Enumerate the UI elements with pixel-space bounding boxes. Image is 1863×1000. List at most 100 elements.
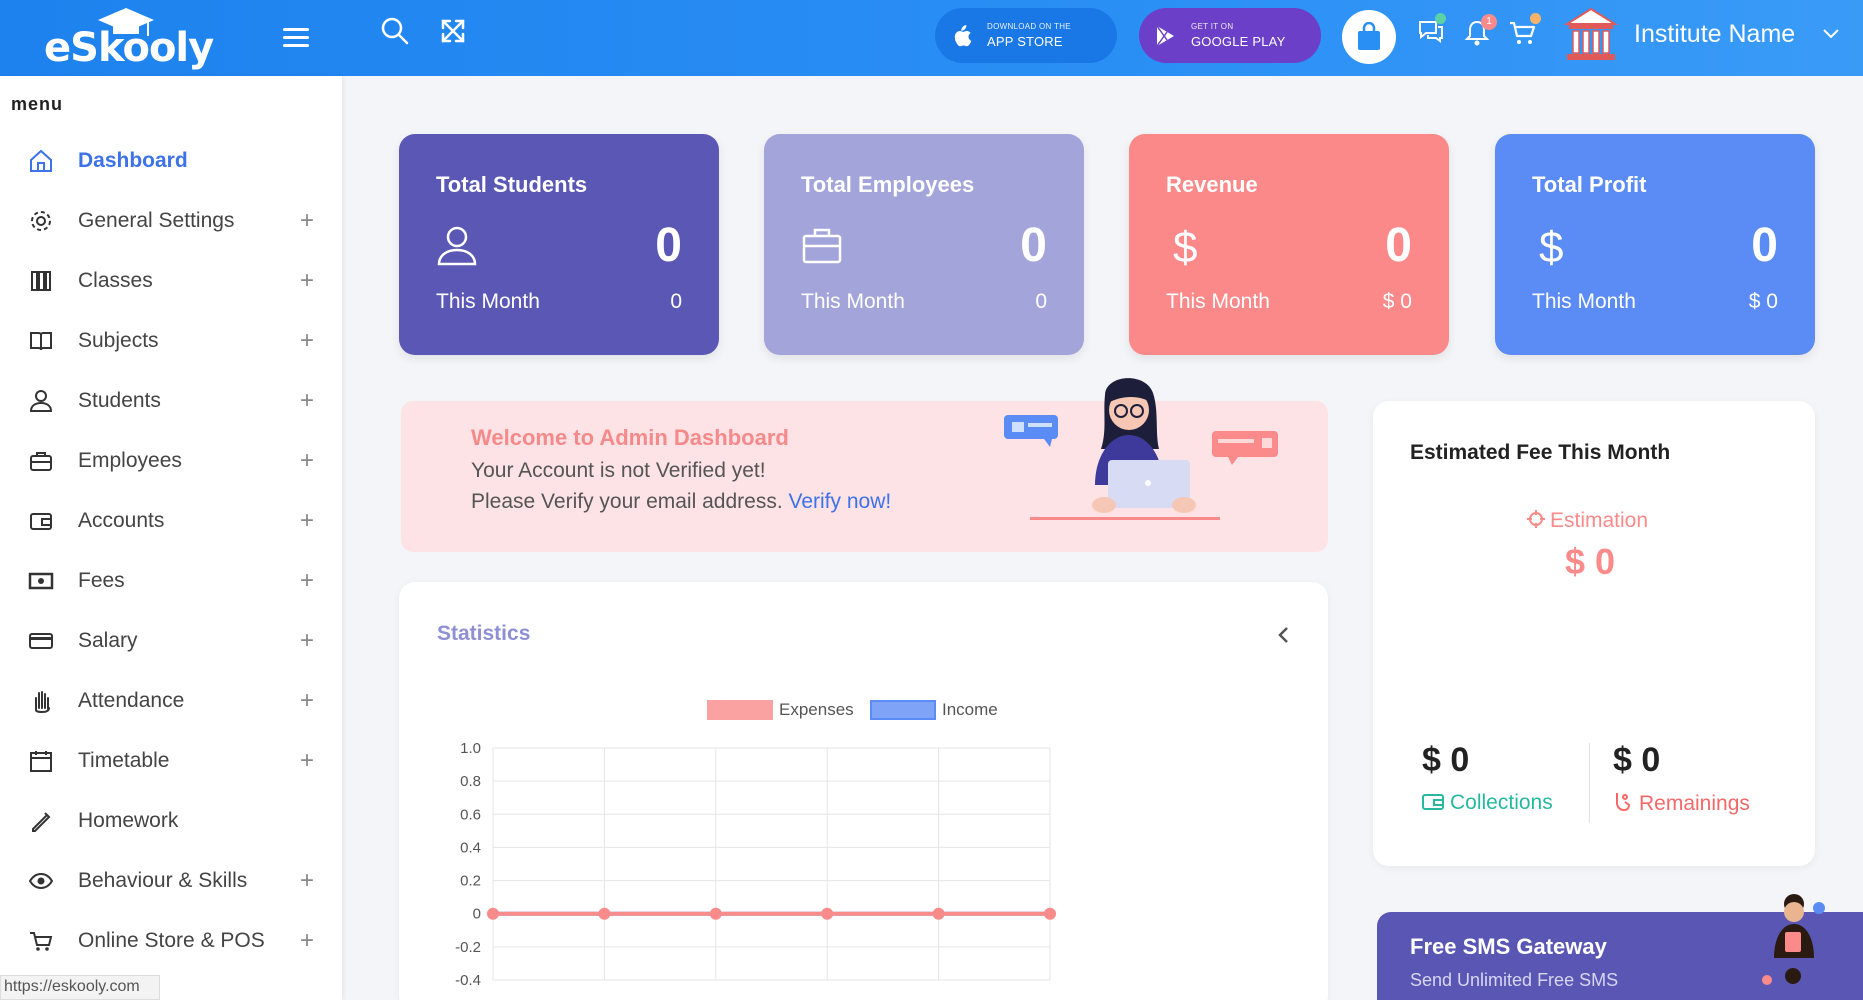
svg-text:$: $ bbox=[1173, 224, 1197, 268]
wallet-icon bbox=[30, 513, 52, 530]
sms-illustration bbox=[1762, 894, 1825, 985]
remainings-label: Remainings bbox=[1613, 791, 1750, 816]
sidebar-item-label: Salary bbox=[78, 629, 138, 652]
google-play-button[interactable]: GET IT ON GOOGLE PLAY bbox=[1139, 8, 1321, 63]
sidebar-item-subjects[interactable]: Subjects + bbox=[0, 316, 342, 366]
expand-plus-icon[interactable]: + bbox=[300, 267, 315, 294]
revenue-card[interactable]: Revenue $ 0 This Month $ 0 bbox=[1129, 134, 1449, 355]
sidebar-item-attendance[interactable]: Attendance + bbox=[0, 676, 342, 726]
card-sub-value: $ 0 bbox=[1382, 290, 1412, 313]
estimation-label: Estimation bbox=[1526, 509, 1648, 533]
data-point-expenses bbox=[709, 907, 722, 920]
eye-icon bbox=[28, 872, 54, 890]
sidebar-item-employees[interactable]: Employees + bbox=[0, 436, 342, 486]
card-sub-label: This Month bbox=[1166, 290, 1270, 313]
data-point-expenses bbox=[598, 907, 611, 920]
sidebar-item-label: Online Store & POS bbox=[78, 929, 265, 952]
cart-icon[interactable] bbox=[1508, 18, 1538, 48]
google-play-small-text: GET IT ON bbox=[1191, 22, 1234, 31]
cart-status-dot bbox=[1530, 13, 1541, 24]
estimation-value: $ 0 bbox=[1565, 541, 1616, 582]
expand-plus-icon[interactable]: + bbox=[300, 927, 315, 954]
expand-plus-icon[interactable]: + bbox=[300, 447, 315, 474]
app-store-button[interactable]: DOWNLOAD ON THE APP STORE bbox=[935, 8, 1117, 63]
sms-gateway-banner[interactable]: Free SMS Gateway Send Unlimited Free SMS bbox=[1377, 894, 1863, 1000]
card-title: Revenue bbox=[1166, 172, 1258, 197]
y-tick-label: 1.0 bbox=[460, 740, 481, 757]
data-point-expenses bbox=[487, 907, 499, 920]
card-value: 0 bbox=[655, 219, 682, 272]
menu-toggle-icon[interactable] bbox=[283, 28, 309, 48]
y-tick-label: 0 bbox=[473, 906, 481, 923]
sidebar-item-general-settings[interactable]: General Settings + bbox=[0, 196, 342, 246]
search-icon[interactable] bbox=[380, 16, 410, 46]
card-value: 0 bbox=[1751, 219, 1778, 272]
remainings-value: $ 0 bbox=[1613, 741, 1661, 779]
gear-icon bbox=[31, 211, 51, 231]
sidebar-item-dashboard[interactable]: Dashboard bbox=[0, 136, 342, 186]
sidebar-item-label: Timetable bbox=[78, 749, 170, 772]
verify-email-text: Please Verify your email address. bbox=[471, 490, 783, 513]
expand-plus-icon[interactable]: + bbox=[300, 747, 315, 774]
calendar-icon bbox=[30, 751, 52, 772]
dollar-icon: $ bbox=[1539, 224, 1563, 268]
logo[interactable]: eSkooly bbox=[44, 8, 214, 71]
expand-plus-icon[interactable]: + bbox=[300, 627, 315, 654]
fullscreen-icon[interactable] bbox=[438, 16, 468, 46]
sidebar-item-online-store[interactable]: Online Store & POS + bbox=[0, 916, 342, 966]
expand-plus-icon[interactable]: + bbox=[300, 327, 315, 354]
sidebar-item-label: Classes bbox=[78, 269, 153, 292]
top-bar: eSkooly DOWNLOAD ON THE APP STORE bbox=[0, 0, 1863, 76]
user-icon bbox=[437, 226, 477, 266]
y-tick-label: -0.2 bbox=[455, 939, 481, 956]
expand-plus-icon[interactable]: + bbox=[300, 507, 315, 534]
shopping-bag-icon bbox=[1358, 22, 1380, 50]
pen-icon bbox=[32, 812, 51, 832]
sidebar-item-homework[interactable]: Homework bbox=[0, 796, 342, 846]
expand-plus-icon[interactable]: + bbox=[300, 207, 315, 234]
card-sub-value: 0 bbox=[1035, 290, 1047, 313]
sidebar-item-accounts[interactable]: Accounts + bbox=[0, 496, 342, 546]
app-store-small-text: DOWNLOAD ON THE bbox=[987, 22, 1071, 31]
menu-title: menu bbox=[11, 94, 64, 114]
institute-name[interactable]: Institute Name bbox=[1634, 20, 1796, 48]
expand-plus-icon[interactable]: + bbox=[300, 687, 315, 714]
verification-message: Your Account is not Verified yet! bbox=[471, 459, 766, 482]
sidebar-item-timetable[interactable]: Timetable + bbox=[0, 736, 342, 786]
sidebar-item-label: Students bbox=[78, 389, 161, 412]
sidebar-item-fees[interactable]: Fees + bbox=[0, 556, 342, 606]
total-employees-card[interactable]: Total Employees 0 This Month 0 bbox=[764, 134, 1084, 355]
expand-plus-icon[interactable]: + bbox=[300, 867, 315, 894]
expand-plus-icon[interactable]: + bbox=[300, 387, 315, 414]
divider bbox=[1589, 743, 1590, 823]
admin-illustration bbox=[1004, 378, 1278, 520]
expand-plus-icon[interactable]: + bbox=[300, 567, 315, 594]
institute-icon[interactable] bbox=[1564, 6, 1618, 64]
status-bar-url: https://eskooly.com bbox=[0, 975, 160, 1000]
verify-now-link[interactable]: Verify now! bbox=[788, 490, 892, 513]
card-title: Total Employees bbox=[801, 172, 975, 197]
card-sub-value: 0 bbox=[670, 290, 682, 313]
legend-label: Income bbox=[942, 700, 998, 719]
chevron-left-icon[interactable] bbox=[1276, 626, 1290, 644]
app-store-big-text: APP STORE bbox=[987, 34, 1063, 49]
total-profit-card[interactable]: Total Profit $ 0 This Month $ 0 bbox=[1495, 134, 1815, 355]
sidebar-item-salary[interactable]: Salary + bbox=[0, 616, 342, 666]
sidebar-item-behaviour-skills[interactable]: Behaviour & Skills + bbox=[0, 856, 342, 906]
sidebar-item-classes[interactable]: Classes + bbox=[0, 256, 342, 306]
cart-icon bbox=[30, 932, 53, 951]
books-icon bbox=[31, 271, 51, 291]
sidebar-item-students[interactable]: Students + bbox=[0, 376, 342, 426]
chevron-down-icon[interactable] bbox=[1822, 28, 1840, 40]
shopping-bag-button[interactable] bbox=[1342, 10, 1396, 64]
statistics-chart: 1.0 0.8 0.6 0.4 0.2 0 -0.2 -0.4 bbox=[455, 740, 1056, 989]
legend-income[interactable]: Income bbox=[870, 700, 998, 720]
legend-expenses[interactable]: Expenses bbox=[707, 700, 854, 720]
total-students-card[interactable]: Total Students 0 This Month 0 bbox=[399, 134, 719, 355]
chat-icon[interactable] bbox=[1416, 17, 1446, 47]
y-tick-label: 0.6 bbox=[460, 806, 481, 823]
collections-label: Collections bbox=[1422, 791, 1553, 815]
sidebar-item-label: Dashboard bbox=[78, 149, 188, 172]
card-value: 0 bbox=[1020, 219, 1047, 272]
card-sub-label: This Month bbox=[801, 290, 905, 313]
